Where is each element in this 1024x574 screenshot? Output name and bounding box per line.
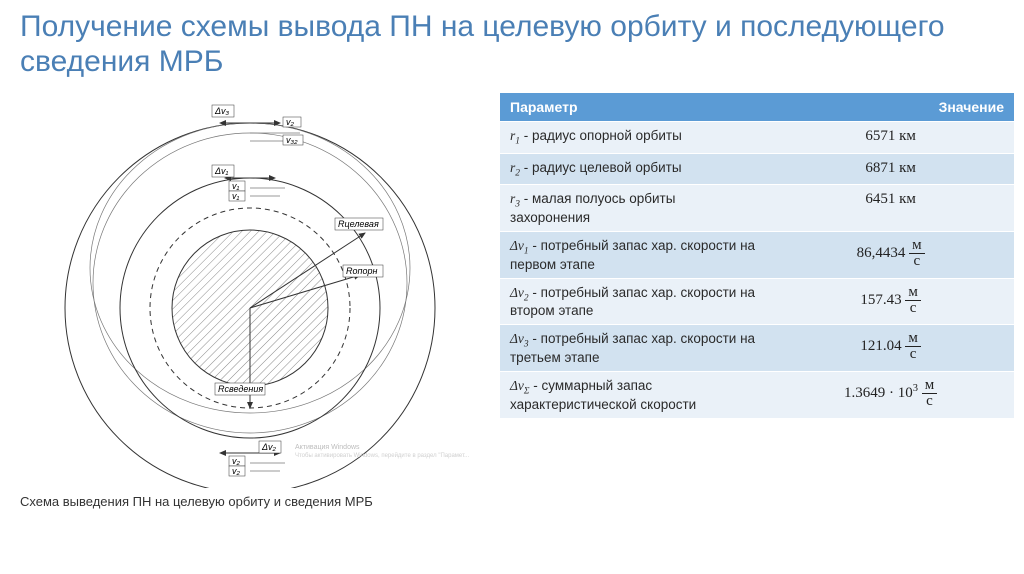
value-cell: 6571 км (767, 122, 1014, 154)
table-row: Δv2 - потребный запас хар. скорости на в… (500, 278, 1014, 325)
label-r-sved: Rсведения (218, 384, 263, 394)
table-row: Δv1 - потребный запас хар. скорости на п… (500, 232, 1014, 279)
param-cell: r3 - малая полуось орбиты захоронения (500, 185, 767, 232)
param-cell: Δv1 - потребный запас хар. скорости на п… (500, 232, 767, 279)
col-value: Значение (767, 93, 1014, 122)
value-cell: 157.43 мс (767, 278, 1014, 325)
label-v1b: v₁ (232, 191, 240, 201)
label-r-celevaya: Rцелевая (338, 219, 379, 229)
label-v2-top: v₂ (286, 117, 295, 127)
label-v2b: v₂ (232, 466, 241, 476)
label-v32: v₃₂ (286, 135, 298, 145)
table-row: ΔvΣ - суммарный запас характеристической… (500, 372, 1014, 418)
value-cell: 6871 км (767, 153, 1014, 185)
param-cell: Δv2 - потребный запас хар. скорости на в… (500, 278, 767, 325)
table-row: r3 - малая полуось орбиты захоронения645… (500, 185, 1014, 232)
col-param: Параметр (500, 93, 767, 122)
param-cell: ΔvΣ - суммарный запас характеристической… (500, 372, 767, 418)
value-cell: 86,4434 мс (767, 232, 1014, 279)
diagram-caption: Схема выведения ПН на целевую орбиту и с… (10, 494, 373, 509)
value-cell: 1.3649 · 103 мс (767, 372, 1014, 418)
left-column: Rцелевая Rопорн Rсведения Δv₃ v₂ v₃₂ (10, 93, 490, 509)
orbit-diagram: Rцелевая Rопорн Rсведения Δv₃ v₂ v₃₂ (15, 93, 485, 488)
label-dv3: Δv₃ (214, 106, 230, 116)
content-row: Rцелевая Rопорн Rсведения Δv₃ v₂ v₃₂ (0, 93, 1024, 509)
param-cell: Δv3 - потребный запас хар. скорости на т… (500, 325, 767, 372)
param-cell: r1 - радиус опорной орбиты (500, 122, 767, 154)
right-column: Параметр Значение r1 - радиус опорной ор… (500, 93, 1014, 509)
parameters-table: Параметр Значение r1 - радиус опорной ор… (500, 93, 1014, 418)
label-v1a: v₁ (232, 181, 240, 191)
watermark-2: Чтобы активировать Windows, перейдите в … (295, 452, 469, 459)
value-cell: 121.04 мс (767, 325, 1014, 372)
label-v2a: v₂ (232, 456, 241, 466)
label-dv2: Δv₂ (261, 442, 277, 452)
param-cell: r2 - радиус целевой орбиты (500, 153, 767, 185)
label-r-oporn: Rопорн (346, 266, 377, 276)
watermark-1: Активация Windows (295, 444, 360, 451)
slide-title: Получение схемы вывода ПН на целевую орб… (0, 0, 1024, 93)
table-row: Δv3 - потребный запас хар. скорости на т… (500, 325, 1014, 372)
label-dv1: Δv₁ (214, 166, 229, 176)
table-row: r2 - радиус целевой орбиты6871 км (500, 153, 1014, 185)
value-cell: 6451 км (767, 185, 1014, 232)
table-row: r1 - радиус опорной орбиты6571 км (500, 122, 1014, 154)
